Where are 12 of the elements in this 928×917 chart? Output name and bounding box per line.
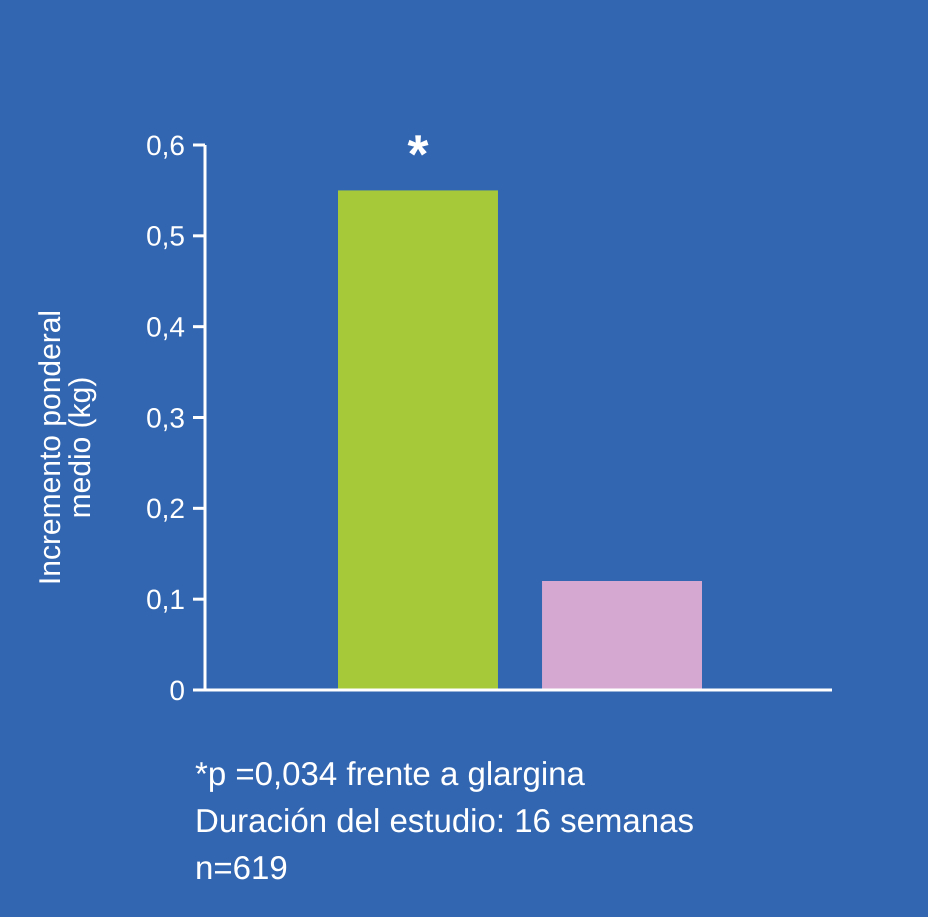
y-tick-label: 0,2: [146, 493, 185, 524]
y-axis-title: Incremento ponderal medio (kg): [34, 310, 97, 586]
y-tick-label: 0,4: [146, 311, 185, 342]
y-tick-label: 0,1: [146, 584, 185, 615]
text: *p =0,034 frente a glargina: [195, 755, 586, 792]
y-tick-label: 0,6: [146, 130, 185, 161]
y-tick-label: 0,3: [146, 402, 185, 434]
annotation: *: [407, 124, 428, 184]
text: Duración del estudio: 16 semanas: [195, 802, 694, 839]
text: n=619: [195, 849, 288, 886]
y-tick-label: 0,5: [146, 220, 185, 252]
y-tick-label: 0: [169, 674, 185, 706]
